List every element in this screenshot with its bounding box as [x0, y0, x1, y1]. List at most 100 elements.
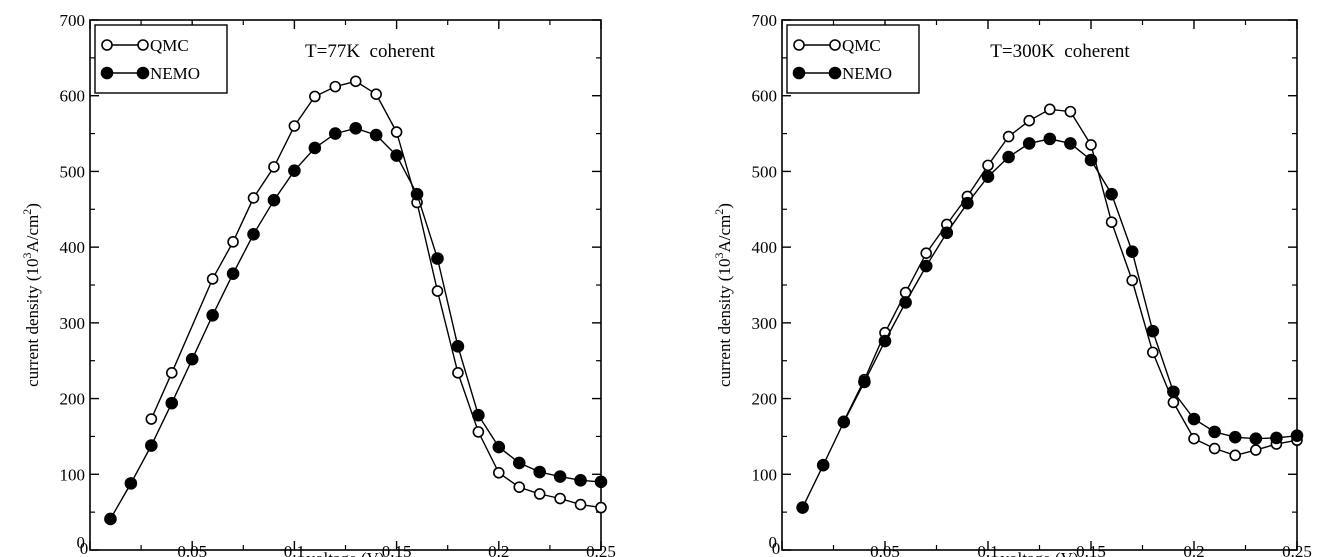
y-axis-label: current density (103A/cm2) [712, 203, 734, 387]
point-qmc [288, 120, 301, 132]
point-qmc [1229, 449, 1241, 462]
y-tick-label: 500 [752, 162, 778, 181]
chart-right: 0 0.05 0.1 0.15 0.2 0.25010020030040050060070… [712, 11, 1312, 557]
point-nemo [1167, 385, 1180, 399]
legend-marker [100, 66, 114, 80]
point-qmc [1208, 442, 1221, 455]
point-qmc [1126, 274, 1138, 287]
point-nemo [226, 267, 240, 280]
y-tick-label: 400 [752, 238, 778, 257]
point-nemo [431, 252, 444, 265]
y-tick-label: 200 [752, 390, 778, 409]
point-qmc [227, 236, 239, 248]
legend-marker [828, 66, 842, 80]
y-tick-label: 200 [60, 390, 86, 409]
y-axis-label: current density (103A/cm2) [20, 203, 42, 387]
chart-left: 0 0.05 0.1 0.15 0.2 0.25010020030040050060070… [20, 11, 616, 557]
y-axis-label-main: current density (10 [23, 259, 42, 387]
legend: QMC NEMO [786, 24, 920, 94]
point-nemo [533, 465, 546, 479]
point-qmc [1002, 130, 1015, 143]
y-tick-label: 500 [60, 162, 86, 181]
point-nemo [1064, 137, 1077, 150]
point-qmc [472, 426, 485, 438]
point-qmc [370, 88, 382, 100]
y-tick-label: 400 [60, 238, 86, 257]
x-tick-label: 0.1 [284, 542, 305, 557]
y-axis-label-exp2: 2 [20, 209, 34, 215]
point-qmc [982, 159, 994, 172]
point-nemo [1002, 150, 1015, 164]
point-nemo [899, 296, 912, 309]
point-nemo [165, 396, 179, 410]
legend-marker [792, 66, 806, 80]
point-qmc [1044, 103, 1056, 116]
point-qmc [165, 367, 178, 379]
point-nemo [288, 164, 301, 177]
point-qmc [309, 90, 321, 103]
point-qmc [492, 466, 505, 479]
point-nemo [1290, 429, 1304, 442]
point-nemo [451, 340, 465, 353]
legend-box [786, 24, 920, 94]
point-nemo [919, 259, 933, 273]
point-nemo [553, 470, 567, 483]
point-nemo [492, 440, 506, 454]
point-nemo [247, 227, 260, 241]
point-qmc [1023, 114, 1035, 127]
point-qmc [1064, 105, 1077, 118]
point-nemo [1125, 245, 1139, 258]
point-qmc [206, 273, 219, 285]
point-qmc [1147, 346, 1159, 359]
series-line-nemo [801, 138, 1298, 508]
point-qmc [390, 126, 403, 138]
x-tick-label: 0.05 [870, 542, 900, 557]
point-nemo [328, 127, 342, 140]
series-line-qmc [150, 80, 602, 509]
point-nemo [1270, 431, 1283, 445]
point-qmc [513, 481, 526, 493]
legend-marker [136, 66, 150, 80]
y-tick-label: 0 [769, 533, 778, 552]
point-nemo [369, 128, 383, 142]
y-axis-label-exp2: 2 [712, 209, 726, 215]
x-tick-label: 0.05 [177, 542, 207, 557]
point-qmc [145, 413, 158, 425]
x-tick-label: 0.15 [382, 542, 412, 557]
point-nemo [390, 149, 403, 162]
y-tick-label: 700 [60, 11, 86, 30]
point-nemo [145, 439, 158, 452]
point-nemo [1022, 137, 1036, 150]
point-qmc [431, 285, 444, 297]
point-nemo [1249, 432, 1263, 446]
point-nemo [878, 334, 892, 348]
y-axis-label-end: ) [715, 203, 734, 209]
point-nemo [512, 456, 526, 470]
annotation: T=300K coherent [990, 41, 1130, 62]
point-qmc [920, 247, 933, 259]
y-axis-label-main: current density (10 [715, 259, 734, 387]
y-axis-label-exp1: 3 [20, 253, 34, 259]
point-qmc [247, 192, 260, 204]
point-nemo [410, 187, 424, 201]
point-nemo [349, 121, 363, 135]
point-nemo [124, 477, 138, 490]
legend-box [94, 24, 228, 94]
point-nemo [1187, 412, 1201, 426]
point-nemo [858, 375, 871, 389]
y-tick-label: 300 [60, 314, 86, 333]
x-tick-label: 0 [772, 539, 781, 557]
series-line-nemo [109, 127, 602, 520]
point-nemo [940, 226, 954, 240]
legend-marker [793, 39, 805, 51]
point-qmc [349, 75, 362, 88]
x-tick-label: 0.1 [977, 542, 998, 557]
series-line-qmc [843, 108, 1298, 457]
point-nemo [472, 408, 485, 422]
point-nemo [574, 474, 587, 487]
annotation: T=77K coherent [305, 41, 436, 62]
point-qmc [1167, 396, 1180, 409]
y-tick-label: 300 [752, 314, 778, 333]
point-qmc [1188, 432, 1200, 445]
